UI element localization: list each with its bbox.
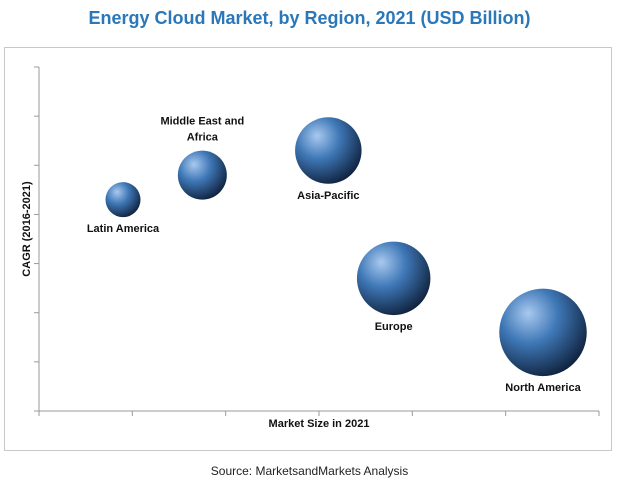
axes (34, 66, 600, 416)
bubble-label-north-america: North America (505, 382, 581, 394)
bubble-asia-pacific (295, 117, 362, 184)
x-axis-title: Market Size in 2021 (269, 418, 370, 430)
chart-frame (4, 47, 612, 451)
bubble-north-america (499, 288, 587, 377)
source-note: Source: MarketsandMarkets Analysis (210, 464, 409, 478)
bubble-latin-america (105, 182, 141, 218)
bubble-label-asia-pacific: Asia-Pacific (297, 190, 359, 202)
bubble-middle-east-and-africa (177, 150, 227, 200)
bubble-label-europe: Europe (375, 321, 413, 333)
bubbles: Latin America Middle East and Africa Asia-P… (87, 116, 587, 394)
bubble-label-latin-america: Latin America (87, 223, 160, 235)
bubble-label-middle-east-and-africa: Middle East and (160, 116, 244, 128)
chart-title: Energy Cloud Market, by Region, 2021 (US… (88, 8, 531, 28)
y-axis-title: CAGR (2016-2021) (21, 181, 33, 277)
bubble-europe (356, 241, 431, 316)
bubble-label-middle-east-and-africa: Africa (187, 132, 219, 144)
